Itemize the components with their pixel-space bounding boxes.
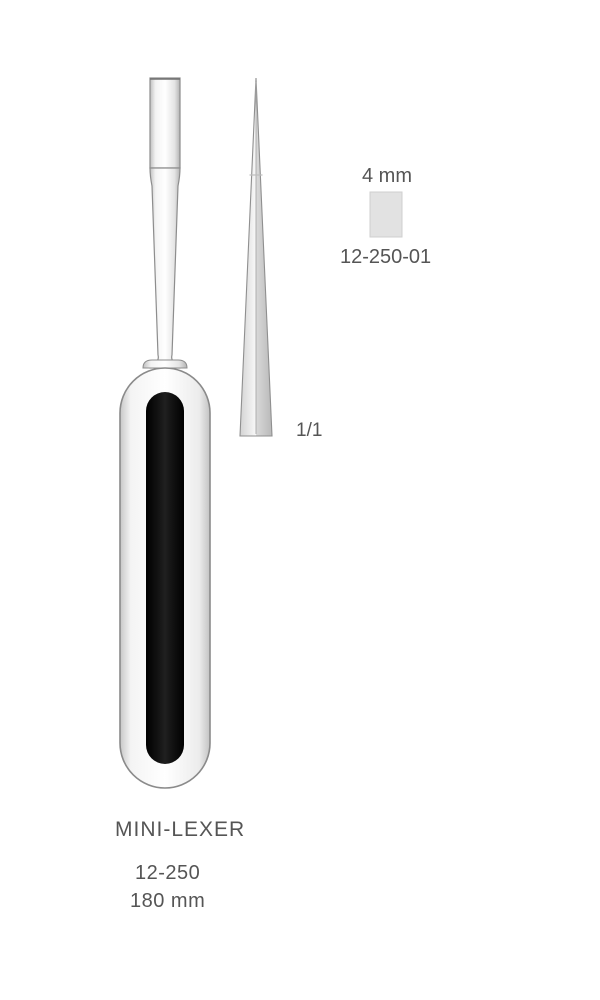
chisel-ferrule (143, 360, 187, 368)
chisel-tip (150, 78, 180, 168)
product-code: 12-250 (135, 862, 200, 885)
handle-insert (146, 392, 184, 764)
tip-variant-code: 12-250-01 (340, 246, 431, 269)
product-length: 180 mm (130, 890, 205, 913)
scale-label: 1/1 (296, 420, 322, 442)
instrument-illustration (0, 0, 600, 1000)
diagram-canvas: 4 mm 12-250-01 1/1 MINI-LEXER 12-250 180… (0, 0, 600, 1000)
tip-width-label: 4 mm (362, 165, 412, 188)
product-name: MINI-LEXER (115, 818, 245, 842)
tip-swatch (370, 192, 402, 237)
chisel-shaft (150, 168, 180, 368)
